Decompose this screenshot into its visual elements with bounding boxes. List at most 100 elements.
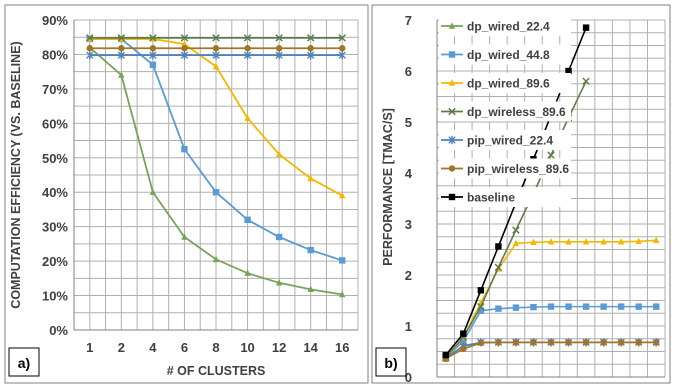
chart-a-series-0 <box>86 43 346 298</box>
chart-a-data-point <box>338 34 346 42</box>
chart-b-legend-label: baseline <box>467 191 515 205</box>
chart-b-data-point <box>635 303 642 310</box>
chart-a-data-point <box>149 188 157 195</box>
chart-a-data-point <box>149 34 157 42</box>
chart-a-data-point <box>117 50 126 60</box>
chart-b-data-point <box>547 339 555 346</box>
chart-b-y-tick-label: 5 <box>405 115 412 130</box>
chart-b-legend-bg <box>439 44 571 65</box>
chart-b-y-tick-label: 0 <box>405 370 412 385</box>
chart-b-data-point <box>547 238 555 245</box>
chart-a-data-point <box>149 45 157 52</box>
chart-a-data-point <box>86 50 94 60</box>
chart-a-data-point <box>212 62 220 70</box>
chart-b-data-point <box>617 339 625 346</box>
chart-b-data-point <box>477 302 485 311</box>
chart-a-data-point <box>212 255 220 263</box>
chart-b-series-1 <box>442 303 660 361</box>
chart-a-y-axis-label: COMPUTATION EFFICIENCY (VS. BASELINE) <box>9 41 23 308</box>
chart-a-data-point <box>243 50 252 60</box>
chart-b-data-point <box>530 303 537 311</box>
chart-a-data-point <box>181 40 188 47</box>
chart-b-data-point <box>512 339 520 346</box>
chart-a-x-tick-label: 14 <box>303 340 318 355</box>
chart-a-data-point <box>307 285 314 293</box>
chart-b-data-point <box>653 339 660 346</box>
chart-b-legend-swatch-marker <box>448 135 456 145</box>
chart-b-data-point <box>477 339 485 347</box>
panel-a-label: a) <box>18 355 30 371</box>
chart-a-y-tick-label: 80% <box>42 47 68 62</box>
chart-b-y-tick-label: 3 <box>405 217 412 232</box>
chart-b-data-point <box>653 236 660 244</box>
chart-a-data-point <box>244 45 251 52</box>
chart-b-legend-bg <box>439 101 571 122</box>
chart-a-data-point <box>118 71 125 78</box>
chart-a-y-tick-label: 20% <box>42 254 68 269</box>
chart-b-data-point <box>582 339 590 346</box>
chart-b-legend-swatch-marker <box>448 165 456 172</box>
chart-a-y-tick-label: 90% <box>42 13 68 28</box>
chart-b-series-line <box>445 80 587 359</box>
panel-a-label-box <box>8 347 40 377</box>
chart-a-x-tick-label: 8 <box>212 340 219 355</box>
chart-b-data-point <box>512 239 520 247</box>
chart-b-data-point <box>512 304 520 311</box>
chart-a-x-tick-label: 2 <box>118 340 125 355</box>
chart-a-data-point <box>275 45 283 52</box>
chart-a-data-point <box>244 216 251 223</box>
chart-b-y-ticks: 0 1 2 3 4 5 6 7 <box>405 13 413 385</box>
chart-a-data-point <box>118 45 125 52</box>
chart-b-data-point <box>600 339 607 346</box>
chart-a-data-point <box>307 246 314 254</box>
chart-a-data-point <box>86 45 93 52</box>
chart-b-y-tick-label: 6 <box>405 64 412 79</box>
chart-a-y-ticks: 0% 10% 20% 30% 40% 50% 60% 70% 80% 90% <box>42 13 68 338</box>
chart-a-data-point <box>212 45 220 52</box>
chart-b-data-point <box>442 351 449 359</box>
chart-b-legend-label: dp_wireless_89.6 <box>467 105 566 119</box>
chart-a-data-point <box>339 257 346 264</box>
chart-b-data-point <box>494 263 503 272</box>
chart-b-data-point <box>477 307 485 314</box>
chart-a-data-point <box>339 45 346 52</box>
chart-b-series-5 <box>442 339 660 362</box>
chart-b-legend-label: dp_wired_44.8 <box>467 48 550 62</box>
chart-b-data-point <box>565 339 572 346</box>
chart-a-y-tick-label: 60% <box>42 116 68 131</box>
chart-b-data-point <box>460 338 467 345</box>
chart-b-data-point <box>477 287 485 294</box>
chart-a: 0%10%20%30%40%50%60%70%80%90% 1 2 4 6 8 10 12 1… <box>8 13 359 378</box>
chart-b-data-point <box>582 77 590 85</box>
chart-a-x-tick-label: 16 <box>335 340 349 355</box>
panel-b-label-box <box>375 347 407 377</box>
chart-a-data-point <box>244 114 251 121</box>
chart-b-data-point <box>530 238 537 246</box>
chart-b-legend-label: pip_wired_22.4 <box>467 134 553 148</box>
chart-b-y-tick-label: 4 <box>405 166 413 181</box>
chart-a-series-3 <box>86 34 346 42</box>
chart-a-series-5 <box>86 45 346 52</box>
chart-a-data-point <box>86 34 94 42</box>
chart-b-data-point <box>617 303 625 310</box>
chart-b-legend-bg <box>439 158 571 179</box>
chart-a-data-point <box>307 45 314 52</box>
chart-b-legend-swatch-marker <box>448 22 456 29</box>
chart-a-x-tick-label: 4 <box>149 340 157 355</box>
chart-a-data-point <box>117 34 126 42</box>
panel-b-label: b) <box>384 355 397 371</box>
chart-a-data-point <box>307 174 314 182</box>
chart-b-legend-label: pip_wireless_89.6 <box>467 162 569 176</box>
chart-b-data-point <box>635 339 642 346</box>
chart-b-y-axis-label: PERFORMANCE [TMAC/S] <box>381 108 395 266</box>
chart-b-data-point <box>582 303 590 310</box>
chart-a-data-point <box>275 233 283 241</box>
chart-b-data-point <box>547 303 555 310</box>
chart-b-data-point <box>495 305 502 312</box>
chart-b-data-point <box>565 238 572 245</box>
chart-a-y-tick-label: 10% <box>42 289 68 304</box>
chart-a-data-point <box>338 50 346 60</box>
chart-a-series-4 <box>86 50 346 60</box>
chart-a-data-point <box>244 269 251 276</box>
